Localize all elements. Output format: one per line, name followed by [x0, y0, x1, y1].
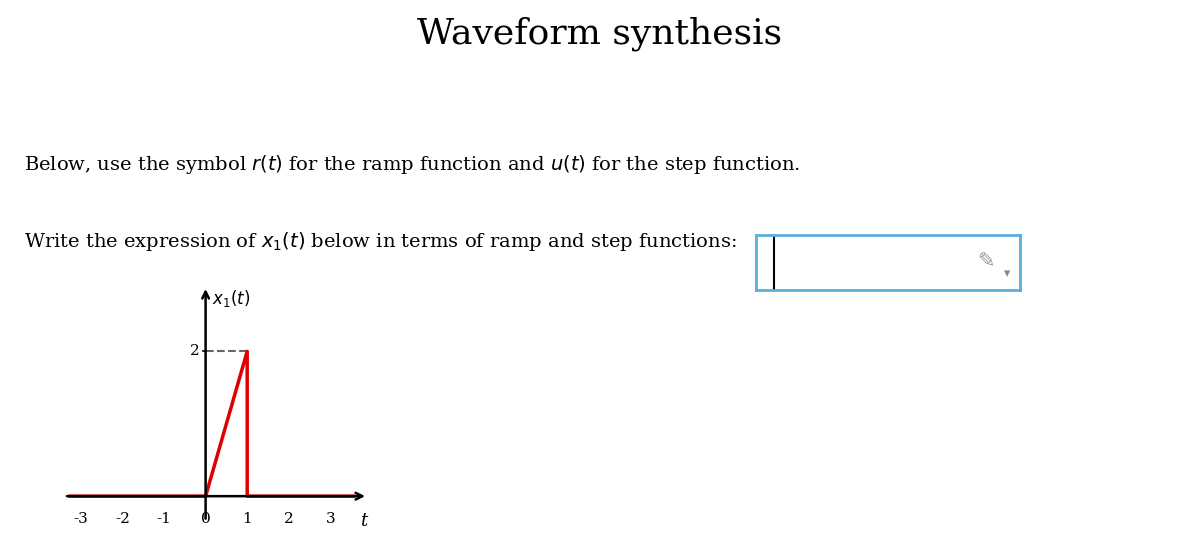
Text: -1: -1 [156, 512, 172, 526]
Text: ▾: ▾ [1003, 267, 1010, 280]
Text: 1: 1 [242, 512, 252, 526]
Text: 2: 2 [284, 512, 294, 526]
Text: 3: 3 [325, 512, 335, 526]
Text: -3: -3 [73, 512, 88, 526]
Text: 0: 0 [200, 512, 210, 526]
Text: ✎: ✎ [977, 252, 995, 271]
Text: Write the expression of $x_1(t)$ below in terms of ramp and step functions:: Write the expression of $x_1(t)$ below i… [24, 230, 737, 253]
Text: 2: 2 [190, 345, 199, 358]
Text: Below, use the symbol $r(t)$ for the ramp function and $u(t)$ for the step funct: Below, use the symbol $r(t)$ for the ram… [24, 153, 800, 176]
Text: t: t [360, 512, 367, 530]
Text: -2: -2 [115, 512, 130, 526]
Text: Waveform synthesis: Waveform synthesis [418, 16, 782, 51]
Text: $x_1(t)$: $x_1(t)$ [212, 288, 250, 309]
